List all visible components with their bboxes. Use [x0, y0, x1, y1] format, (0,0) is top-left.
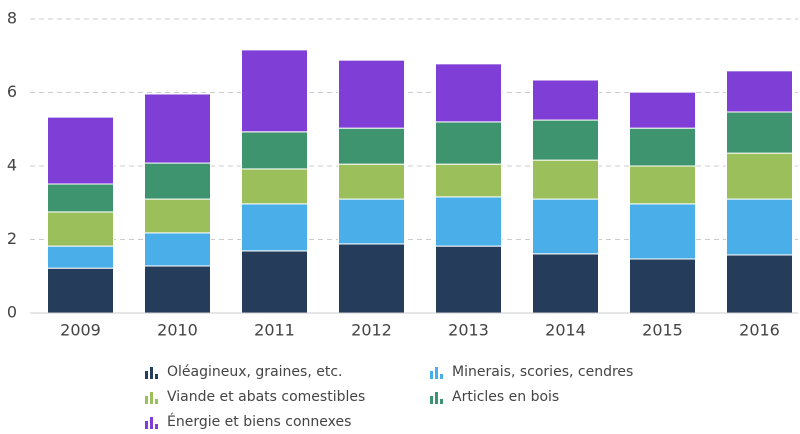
bar-segment	[144, 162, 211, 200]
bar-segment	[338, 198, 405, 245]
legend-label: Énergie et biens connexes	[167, 413, 351, 430]
legend-icon	[440, 374, 443, 379]
bar-segment	[726, 111, 793, 154]
bar-segment	[629, 127, 696, 167]
legend-icon	[150, 367, 153, 379]
bar-segment	[144, 232, 211, 267]
bar-segment	[241, 131, 308, 170]
bar-segment	[435, 121, 502, 165]
bar-segment	[629, 91, 696, 129]
bar-segment	[144, 198, 211, 234]
bar-segment	[726, 152, 793, 200]
x-tick-label: 2012	[351, 321, 392, 340]
bar-segment	[435, 245, 502, 314]
legend-icon	[150, 392, 153, 404]
x-tick-label: 2014	[545, 321, 586, 340]
bar-segment	[726, 198, 793, 256]
bar-segment	[338, 59, 405, 129]
x-tick-label: 2009	[60, 321, 101, 340]
bar-segment	[47, 267, 114, 314]
legend-icon	[435, 367, 438, 379]
x-tick-label: 2016	[739, 321, 780, 340]
bar-segment	[338, 243, 405, 314]
bar-segment	[629, 165, 696, 205]
bar-segment	[435, 196, 502, 247]
bar-segment	[726, 70, 793, 113]
legend-label: Minerais, scories, cendres	[452, 364, 633, 380]
bar-segment	[144, 93, 211, 164]
bar-segment	[47, 183, 114, 213]
legend-icon	[145, 371, 148, 379]
bar-segment	[338, 127, 405, 165]
bar-segment	[532, 198, 599, 255]
legend-icon	[440, 399, 443, 404]
x-tick-label: 2013	[448, 321, 489, 340]
bar-segment	[629, 258, 696, 314]
y-tick-label: 4	[7, 156, 17, 175]
bar-segment	[726, 254, 793, 314]
bar-segment	[241, 168, 308, 205]
legend-icon	[430, 396, 433, 404]
bar-segment	[241, 250, 308, 314]
bar-segment	[435, 63, 502, 123]
bar-segment	[47, 211, 114, 247]
bar-segment	[47, 116, 114, 185]
bar-segment	[47, 245, 114, 269]
bar-segment	[532, 159, 599, 200]
legend-label: Viande et abats comestibles	[167, 389, 365, 405]
legend-label: Oléagineux, graines, etc.	[167, 364, 342, 380]
y-tick-label: 0	[7, 303, 17, 322]
legend-icon	[145, 421, 148, 429]
bar-segment	[532, 253, 599, 314]
legend-label: Articles en bois	[452, 389, 559, 405]
legend-icon	[430, 371, 433, 379]
bar-segment	[435, 163, 502, 198]
y-tick-label: 6	[7, 82, 17, 101]
bar-segment	[241, 203, 308, 252]
bar-segment	[338, 163, 405, 200]
bar-segment	[532, 79, 599, 121]
x-tick-label: 2015	[642, 321, 683, 340]
legend-icon	[435, 392, 438, 404]
x-tick-label: 2010	[157, 321, 198, 340]
bar-segment	[629, 203, 696, 260]
bar-segment	[241, 49, 308, 133]
legend-icon	[145, 396, 148, 404]
legend-icon	[155, 374, 158, 379]
bar-segment	[144, 265, 211, 314]
legend-icon	[150, 417, 153, 429]
legend-icon	[155, 399, 158, 404]
x-tick-label: 2011	[254, 321, 295, 340]
legend-icon	[155, 424, 158, 429]
bar-segment	[532, 119, 599, 161]
y-tick-label: 2	[7, 229, 17, 248]
y-tick-label: 8	[7, 9, 17, 28]
